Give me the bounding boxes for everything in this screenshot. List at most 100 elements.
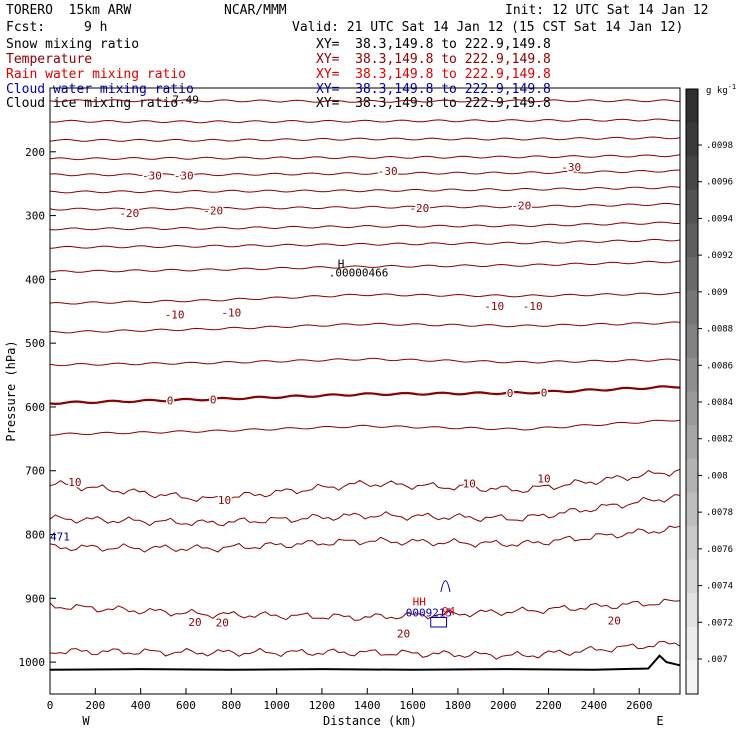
east-label: E: [656, 714, 663, 728]
isotherm--40: [49, 118, 681, 124]
x-tick-label: 2200: [535, 699, 562, 712]
x-tick-label: 1600: [399, 699, 426, 712]
colorbar-swatch: [686, 122, 698, 157]
contour-label: -20: [409, 202, 429, 215]
forecast-hour: 9 h: [84, 20, 108, 35]
colorbar-swatch: [686, 458, 698, 493]
field-label-temperature: Temperature: [6, 52, 93, 67]
colorbar-units: g kg-1: [706, 83, 736, 96]
y-tick-label: 900: [25, 592, 45, 605]
axes: 0 200 400 600 800 1000 1200 1400 1600 1800 2000 220…: [19, 146, 653, 712]
isotherm--40: [49, 136, 681, 142]
colorbar-units-main: g kg: [706, 86, 728, 96]
x-tick-label: 1200: [309, 699, 336, 712]
colorbar-swatch: [686, 257, 698, 292]
colorbar-tick-label: .009: [706, 288, 728, 298]
isotherm--20: [49, 260, 681, 273]
y-tick-label: 300: [25, 210, 45, 223]
colorbar-tick-label: .008: [706, 471, 728, 481]
center-name: NCAR/MMM: [224, 3, 287, 18]
y-tick-label: 200: [25, 146, 45, 159]
annotation-label: .00000466: [329, 266, 389, 279]
contour-label: -30: [142, 169, 162, 182]
annotation-label: HH: [413, 596, 426, 609]
y-tick-label: 600: [25, 401, 45, 414]
colorbar-swatch: [686, 156, 698, 191]
forecast-label: Fcst:: [6, 20, 46, 35]
x-tick-label: 2400: [581, 699, 608, 712]
colorbar-swatch: [686, 660, 698, 695]
colorbar-frame: [685, 88, 699, 695]
x-tick-label: 800: [221, 699, 241, 712]
init-time: Init: 12 UTC Sat 14 Jan 12: [505, 3, 709, 18]
contour-label: 10: [68, 476, 81, 489]
contour-label: -20: [203, 204, 223, 217]
isotherm-0: [49, 419, 681, 436]
colorbar-tick-label: .0072: [706, 618, 733, 628]
temperature-contours: [49, 99, 681, 660]
y-tick-label: 500: [25, 337, 45, 350]
field-label-rain: Rain water mixing ratio: [6, 67, 187, 82]
colorbar-swatch: [686, 324, 698, 359]
colorbar-tick-label: .0074: [706, 582, 733, 592]
colorbar-tick-label: .0086: [706, 361, 733, 371]
colorbar-tick-label: .0092: [706, 251, 733, 261]
contour-label: -10: [523, 300, 543, 313]
isotherm-0: [49, 385, 681, 406]
colorbar-tick-label: .0084: [706, 398, 733, 408]
contour-label: -30: [174, 169, 194, 182]
field-xy-temperature: XY= 38.3,149.8 to 222.9,149.8: [316, 52, 551, 67]
contour-label: 20: [216, 617, 229, 630]
colorbar-swatch: [686, 357, 698, 392]
west-label: W: [82, 714, 90, 728]
contour-label: 20: [397, 627, 410, 640]
colorbar-swatch: [686, 492, 698, 527]
x-tick-label: 0: [47, 699, 54, 712]
annotation-label: 471: [50, 530, 70, 543]
model-title: TORERO 15km ARW: [6, 3, 132, 18]
annotation-label: 0009215: [406, 606, 452, 619]
colorbar-tick-label: .0096: [706, 178, 733, 188]
colorbar-tick-label: .007: [706, 655, 728, 665]
y-tick-label: 400: [25, 273, 45, 286]
cloud-water-contour: [430, 616, 448, 628]
isotherm--10: [49, 292, 681, 305]
plot-frame: [49, 87, 681, 695]
colorbar-swatch: [686, 425, 698, 460]
isotherm--20: [49, 238, 681, 249]
contour-label: 0: [167, 395, 174, 408]
colorbar-swatch: [686, 89, 698, 124]
contour-label: -30: [561, 161, 581, 174]
isotherm-10: [49, 468, 681, 502]
colorbar-swatch: [686, 525, 698, 561]
field-xy-cloud-ice: XY= 38.3,149.8 to 222.9,149.8: [316, 96, 551, 111]
colorbar-swatch: [686, 626, 698, 661]
isotherm--20: [49, 202, 681, 211]
colorbar-tick-label: .0076: [706, 545, 733, 555]
x-tick-label: 2000: [490, 699, 517, 712]
field-xy-cloud-water: XY= 38.3,149.8 to 222.9,149.8: [316, 82, 551, 97]
colorbar-tick-label: .0088: [706, 325, 733, 335]
isotherm-20: [49, 640, 681, 660]
annotation-label: 94: [442, 605, 456, 618]
field-xy-rain: XY= 38.3,149.8 to 222.9,149.8: [316, 67, 551, 82]
x-tick-label: 200: [85, 699, 105, 712]
isotherm--30: [49, 186, 681, 194]
contour-label: 20: [188, 616, 201, 629]
contour-label: -20: [511, 199, 531, 212]
y-tick-label: 1000: [19, 656, 46, 669]
x-axis-label: Distance (km): [323, 714, 417, 728]
terrain-group: [49, 654, 681, 671]
contour-label: 10: [218, 494, 231, 507]
cloud-features: [430, 580, 451, 628]
contour-label: 10: [537, 472, 550, 485]
x-tick-label: 2600: [626, 699, 653, 712]
isotherm--30: [49, 169, 680, 177]
contour-label: 0: [210, 393, 217, 406]
colorbar: .0098 .0096 .0094 .0092 .009 .0088 .0086 .0084.…: [685, 88, 733, 695]
isotherm--30: [49, 154, 681, 161]
colorbar-tick-label: .0098: [706, 141, 733, 151]
terrain-line: [49, 654, 681, 671]
